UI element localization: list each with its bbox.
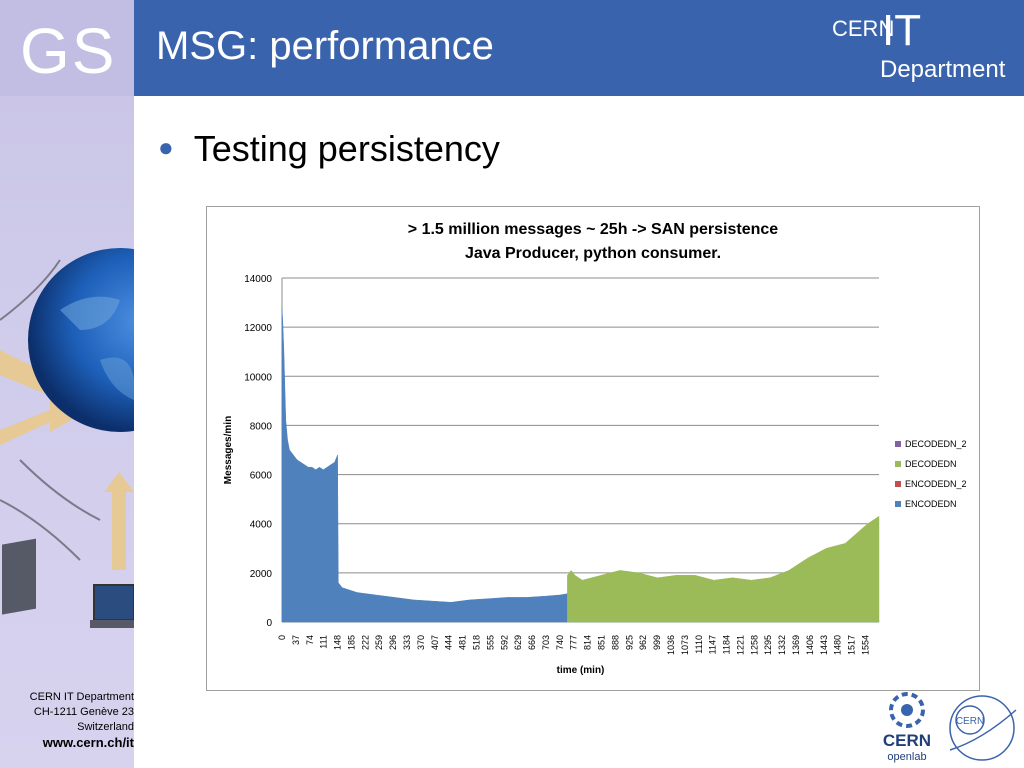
x-tick-label: 148 bbox=[333, 635, 343, 650]
x-tick-label: 1554 bbox=[860, 635, 870, 655]
x-tick-label: 925 bbox=[624, 635, 634, 650]
cern-it-department-logo: CERN IT Department bbox=[818, 6, 1018, 85]
footer-line-department: CERN IT Department bbox=[29, 691, 134, 703]
legend-label: DECODEDN bbox=[905, 459, 957, 469]
chart-title-line: Java Producer, python consumer. bbox=[465, 245, 721, 262]
chart-frame: > 1.5 million messages ~ 25h -> SAN pers… bbox=[206, 206, 980, 691]
x-tick-label: 1110 bbox=[694, 635, 704, 654]
x-tick-label: 1073 bbox=[680, 635, 690, 655]
area-chart: > 1.5 million messages ~ 25h -> SAN pers… bbox=[223, 221, 967, 676]
cern-ring-logo: CERN bbox=[949, 695, 1017, 761]
x-tick-label: 1369 bbox=[791, 635, 801, 655]
x-tick-label: 666 bbox=[527, 635, 537, 650]
x-tick-label: 1406 bbox=[805, 635, 815, 655]
chart-title-line: > 1.5 million messages ~ 25h -> SAN pers… bbox=[408, 221, 779, 238]
x-tick-label: 296 bbox=[388, 635, 398, 650]
footer-line-country: Switzerland bbox=[77, 721, 134, 733]
header-bar: MSG: performance CERN IT Department bbox=[134, 0, 1024, 96]
globe-illustration bbox=[0, 248, 134, 628]
footer-url-link[interactable]: www.cern.ch/it bbox=[42, 735, 134, 750]
x-tick-label: 111 bbox=[319, 635, 329, 649]
bullet-dot-icon: ● bbox=[158, 131, 174, 162]
footer-line-postal: CH-1211 Genève 23 bbox=[33, 706, 134, 718]
x-tick-label: 703 bbox=[541, 635, 551, 650]
x-tick-label: 1517 bbox=[847, 635, 857, 655]
x-tick-label: 1147 bbox=[708, 635, 718, 654]
x-tick-label: 1221 bbox=[735, 635, 745, 655]
x-tick-label: 444 bbox=[444, 635, 454, 650]
cern-openlab-logo: CERN openlab bbox=[883, 692, 931, 763]
y-tick-label: 8000 bbox=[250, 421, 273, 432]
y-tick-label: 10000 bbox=[244, 372, 272, 383]
y-tick-label: 12000 bbox=[244, 323, 272, 334]
x-tick-label: 777 bbox=[569, 635, 579, 650]
x-tick-label: 370 bbox=[416, 635, 426, 650]
x-tick-label: 259 bbox=[374, 635, 384, 650]
legend-swatch bbox=[895, 501, 901, 507]
y-tick-label: 6000 bbox=[250, 471, 273, 482]
bullet-item: ● Testing persistency bbox=[158, 128, 500, 170]
x-tick-label: 555 bbox=[485, 635, 495, 650]
x-tick-label: 222 bbox=[360, 635, 370, 650]
legend-swatch bbox=[895, 481, 901, 487]
logo-department-text: Department bbox=[880, 56, 1006, 83]
series-area-decodedn bbox=[567, 515, 880, 623]
x-tick-label: 407 bbox=[430, 635, 440, 650]
bullet-text: Testing persistency bbox=[193, 128, 500, 169]
legend-swatch bbox=[895, 461, 901, 467]
footer-address: CERN IT Department CH-1211 Genève 23 Swi… bbox=[0, 690, 134, 750]
x-tick-label: 814 bbox=[583, 635, 593, 650]
x-tick-label: 740 bbox=[555, 635, 565, 650]
x-tick-label: 1443 bbox=[819, 635, 829, 655]
slide-title: MSG: performance bbox=[156, 24, 494, 68]
x-tick-label: 0 bbox=[277, 635, 287, 640]
sidebar: GS bbox=[0, 0, 134, 768]
x-tick-label: 481 bbox=[458, 635, 468, 650]
x-tick-label: 333 bbox=[402, 635, 412, 650]
x-tick-label: 1295 bbox=[763, 635, 773, 655]
x-tick-label: 1184 bbox=[722, 635, 732, 654]
x-axis-label: time (min) bbox=[557, 665, 605, 676]
x-tick-label: 1036 bbox=[666, 635, 676, 655]
x-tick-label: 1480 bbox=[833, 635, 843, 655]
ring-cern-text: CERN bbox=[956, 716, 984, 727]
globe-shape bbox=[28, 248, 134, 432]
x-tick-label: 851 bbox=[597, 635, 607, 650]
legend-label: ENCODEDN_2 bbox=[905, 479, 967, 489]
x-tick-label: 185 bbox=[346, 635, 356, 650]
legend-swatch bbox=[895, 441, 901, 447]
x-tick-label: 1258 bbox=[749, 635, 759, 655]
y-tick-label: 2000 bbox=[250, 569, 273, 580]
y-tick-label: 14000 bbox=[244, 274, 272, 285]
x-tick-label: 518 bbox=[471, 635, 481, 650]
y-axis-label: Messages/min bbox=[223, 416, 234, 484]
logo-it-text: IT bbox=[882, 6, 922, 55]
openlab-text: openlab bbox=[887, 751, 926, 763]
openlab-cern-text: CERN bbox=[883, 731, 931, 750]
x-tick-label: 74 bbox=[305, 635, 315, 645]
legend-label: DECODEDN_2 bbox=[905, 439, 967, 449]
y-tick-label: 0 bbox=[266, 618, 272, 629]
x-tick-label: 888 bbox=[610, 635, 620, 650]
x-tick-label: 37 bbox=[291, 635, 301, 645]
x-tick-label: 1332 bbox=[777, 635, 787, 655]
x-tick-label: 629 bbox=[513, 635, 523, 650]
gs-logo: GS bbox=[20, 15, 117, 87]
legend-label: ENCODEDN bbox=[905, 499, 957, 509]
x-tick-label: 962 bbox=[638, 635, 648, 650]
x-tick-label: 999 bbox=[652, 635, 662, 650]
x-tick-label: 592 bbox=[499, 635, 509, 650]
gs-logo-box: GS bbox=[0, 0, 134, 96]
y-tick-label: 4000 bbox=[250, 520, 273, 531]
logo-cern-text: CERN bbox=[832, 16, 895, 41]
